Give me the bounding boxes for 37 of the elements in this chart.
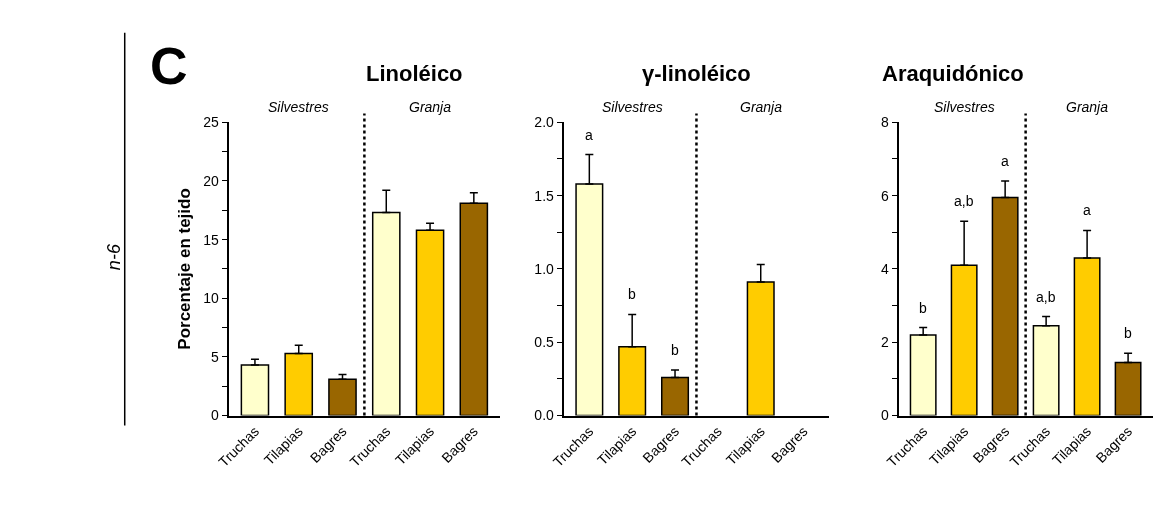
annotation: a,b <box>954 193 974 209</box>
y-tick-label: 0 <box>211 407 220 424</box>
annotation: a <box>1083 202 1091 218</box>
chart-title: γ-linoléico <box>642 61 751 86</box>
y-tick-label: 10 <box>203 290 220 307</box>
text: Silvestres <box>934 99 995 115</box>
y-tick-label: 0 <box>880 407 889 424</box>
text: Granja <box>740 99 783 115</box>
y-tick-label: 25 <box>203 114 220 131</box>
chart-title: Araquidónico <box>882 61 1024 86</box>
text: Granja <box>409 99 452 115</box>
y-tick-label: 15 <box>203 231 220 248</box>
y-tick-label: 2.0 <box>534 114 555 131</box>
chart-title: Linoléico <box>366 61 463 86</box>
y-tick-label: 0.0 <box>534 407 555 424</box>
y-tick-label: 5 <box>211 348 220 365</box>
annotation: b <box>919 300 927 316</box>
y-tick-label: 8 <box>880 114 889 131</box>
y-tick-label: 0.5 <box>534 334 555 351</box>
annotation: a <box>1001 153 1009 169</box>
annotation: b <box>1124 325 1132 341</box>
annotation: a <box>585 127 593 143</box>
y-tick-label: 1.0 <box>534 260 555 277</box>
annotation: a,b <box>1036 289 1056 305</box>
y-tick-label: 6 <box>880 187 889 204</box>
y-tick-label: 20 <box>203 172 220 189</box>
annotation: b <box>628 286 636 302</box>
text: Granja <box>1066 99 1109 115</box>
annotation: b <box>671 342 679 358</box>
y-tick-label: 2 <box>880 334 889 351</box>
text: n-6 <box>104 243 125 271</box>
text: Silvestres <box>268 99 329 115</box>
y-tick-label: 1.5 <box>534 187 555 204</box>
text: C <box>150 37 188 95</box>
text: Silvestres <box>602 99 663 115</box>
y-tick-label: 4 <box>880 260 889 277</box>
y-axis-title: Porcentaje en tejido <box>175 188 195 350</box>
